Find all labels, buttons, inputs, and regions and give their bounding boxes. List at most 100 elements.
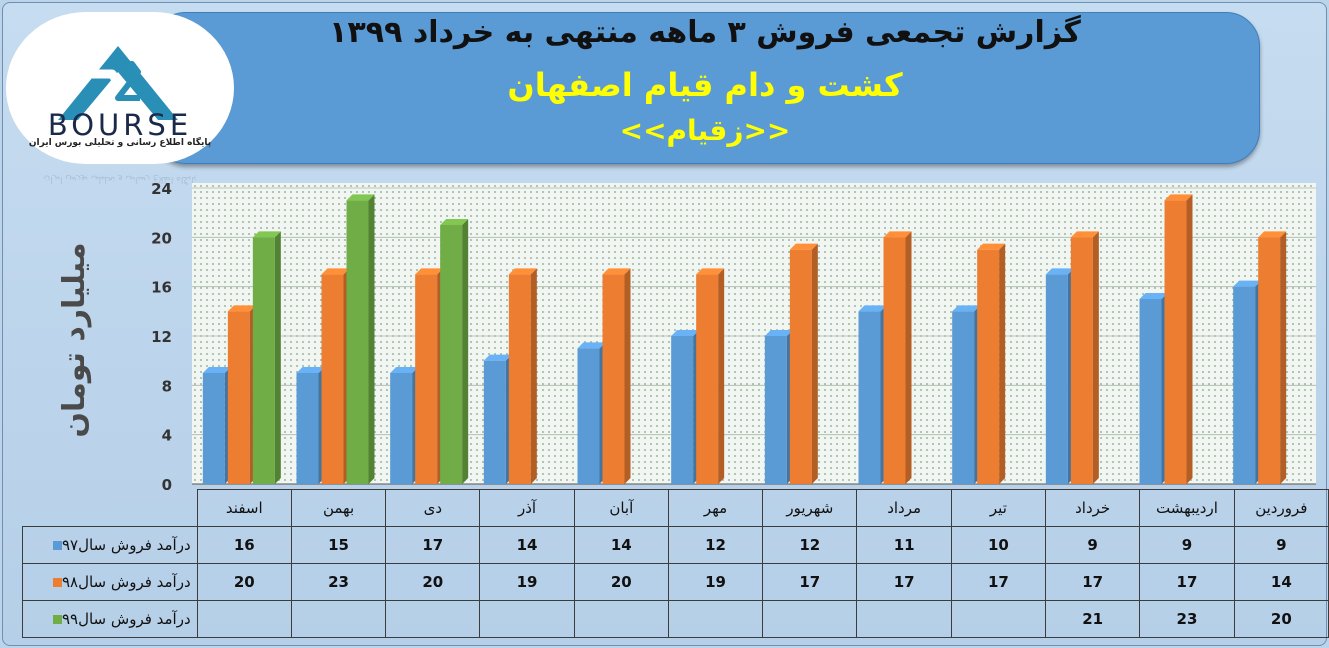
bar bbox=[483, 354, 512, 484]
table-row: 14 17 17 17 17 17 19 20 19 20 23 20 درآمد فروش سال۹۸ bbox=[22, 563, 1329, 601]
data-label: 23 bbox=[1139, 600, 1235, 638]
bar bbox=[789, 243, 818, 484]
bar bbox=[577, 342, 606, 484]
data-label: 10 bbox=[950, 526, 1047, 564]
bar bbox=[1164, 194, 1193, 485]
bourse-logo-icon bbox=[58, 46, 178, 120]
bar bbox=[696, 268, 725, 484]
bar bbox=[1258, 231, 1287, 484]
x-tick-label: آذر bbox=[479, 489, 575, 527]
table-corner bbox=[23, 490, 198, 527]
data-label: 20 bbox=[385, 563, 481, 601]
data-label: 19 bbox=[667, 563, 764, 601]
data-table: فروردین اردیبهشت خرداد تیر مرداد شهریور مهر آبا… bbox=[22, 489, 1329, 638]
data-label: 14 bbox=[1233, 563, 1329, 601]
bar bbox=[296, 367, 325, 484]
title-banner bbox=[152, 12, 1260, 164]
data-label: 21 bbox=[1044, 600, 1141, 638]
data-label: 15 bbox=[290, 526, 387, 564]
bar bbox=[883, 231, 912, 484]
data-label: 17 bbox=[385, 526, 481, 564]
data-label: 9 bbox=[1233, 526, 1329, 564]
bar bbox=[390, 367, 419, 484]
data-label: 14 bbox=[479, 526, 575, 564]
legend-entry: درآمد فروش سال۹۷ bbox=[22, 526, 198, 564]
table-row: 20 23 21 درآمد فروش سال۹۹ bbox=[22, 600, 1329, 638]
data-label: 11 bbox=[856, 526, 952, 564]
data-label: 20 bbox=[573, 563, 669, 601]
data-label: 17 bbox=[762, 563, 858, 601]
ticker-symbol: <<زقیام>> bbox=[619, 114, 791, 147]
y-tick-label: 8 bbox=[162, 377, 172, 395]
bar bbox=[602, 268, 631, 484]
legend-label: درآمد فروش سال۹۸ bbox=[61, 573, 191, 591]
bar bbox=[346, 194, 375, 485]
bar bbox=[1233, 280, 1262, 484]
plot-area bbox=[192, 183, 1316, 484]
y-tick-label: 12 bbox=[151, 328, 172, 346]
data-label bbox=[856, 600, 952, 638]
data-label bbox=[479, 600, 575, 638]
table-row: 9 9 9 10 11 12 12 14 14 17 15 16 درآمد فروش سال۹۷ bbox=[22, 526, 1329, 564]
bar bbox=[227, 305, 256, 484]
data-label: 9 bbox=[1139, 526, 1235, 564]
legend-swatch bbox=[52, 578, 62, 587]
logo-text: BOURSE bbox=[47, 108, 193, 142]
legend-entry: درآمد فروش سال۹۸ bbox=[22, 563, 198, 601]
bar bbox=[1045, 268, 1074, 484]
x-tick-label: مهر bbox=[667, 489, 764, 527]
x-tick-label: مرداد bbox=[856, 489, 952, 527]
y-tick-label: 24 bbox=[151, 180, 172, 198]
legend-swatch bbox=[52, 615, 62, 624]
bar bbox=[252, 231, 281, 484]
bar bbox=[858, 305, 887, 484]
data-label: 16 bbox=[196, 526, 292, 564]
x-tick-label: تیر bbox=[950, 489, 1047, 527]
data-label: 9 bbox=[1044, 526, 1141, 564]
company-name: کشت و دام قیام اصفهان bbox=[507, 66, 903, 104]
table-header-row: فروردین اردیبهشت خرداد تیر مرداد شهریور مهر آبا… bbox=[23, 489, 1329, 527]
data-label: 14 bbox=[573, 526, 669, 564]
data-label: 17 bbox=[1044, 563, 1141, 601]
logo bbox=[6, 12, 234, 164]
x-tick-label: دی bbox=[385, 489, 481, 527]
bar bbox=[1070, 231, 1099, 484]
bar bbox=[764, 330, 793, 484]
data-label: 17 bbox=[1139, 563, 1235, 601]
x-tick-label: اسفند bbox=[196, 489, 292, 527]
data-label: 17 bbox=[950, 563, 1047, 601]
bar bbox=[508, 268, 537, 484]
y-tick-label: 16 bbox=[151, 279, 172, 297]
data-label: 19 bbox=[479, 563, 575, 601]
data-label bbox=[385, 600, 481, 638]
data-label bbox=[290, 600, 387, 638]
legend-label: درآمد فروش سال۹۷ bbox=[61, 536, 191, 554]
x-tick-label: خرداد bbox=[1044, 489, 1141, 527]
data-label: 20 bbox=[196, 563, 292, 601]
x-tick-label: آبان bbox=[573, 489, 669, 527]
data-label: 23 bbox=[290, 563, 387, 601]
data-label bbox=[762, 600, 858, 638]
data-label: 12 bbox=[667, 526, 764, 564]
data-label: 17 bbox=[856, 563, 952, 601]
data-label: 12 bbox=[762, 526, 858, 564]
bar bbox=[671, 330, 700, 484]
bar bbox=[202, 367, 231, 484]
bar bbox=[977, 243, 1006, 484]
data-label: 20 bbox=[1233, 600, 1329, 638]
bar bbox=[415, 268, 444, 484]
report-title: گزارش تجمعی فروش ۳ ماهه منتهی به خرداد ۱… bbox=[329, 15, 1081, 50]
data-label bbox=[196, 600, 292, 638]
bar bbox=[440, 219, 469, 484]
x-tick-label: اردیبهشت bbox=[1139, 489, 1235, 527]
x-tick-label: شهریور bbox=[762, 489, 858, 527]
y-tick-label: 4 bbox=[162, 427, 172, 445]
legend-swatch bbox=[52, 541, 62, 550]
y-tick-label: 20 bbox=[151, 229, 172, 247]
data-label bbox=[573, 600, 669, 638]
logo-subtitle: پایگاه اطلاع رسانی و تحلیلی بورس ایران bbox=[28, 138, 212, 148]
x-tick-label: بهمن bbox=[290, 489, 387, 527]
bar bbox=[321, 268, 350, 484]
data-label bbox=[667, 600, 764, 638]
